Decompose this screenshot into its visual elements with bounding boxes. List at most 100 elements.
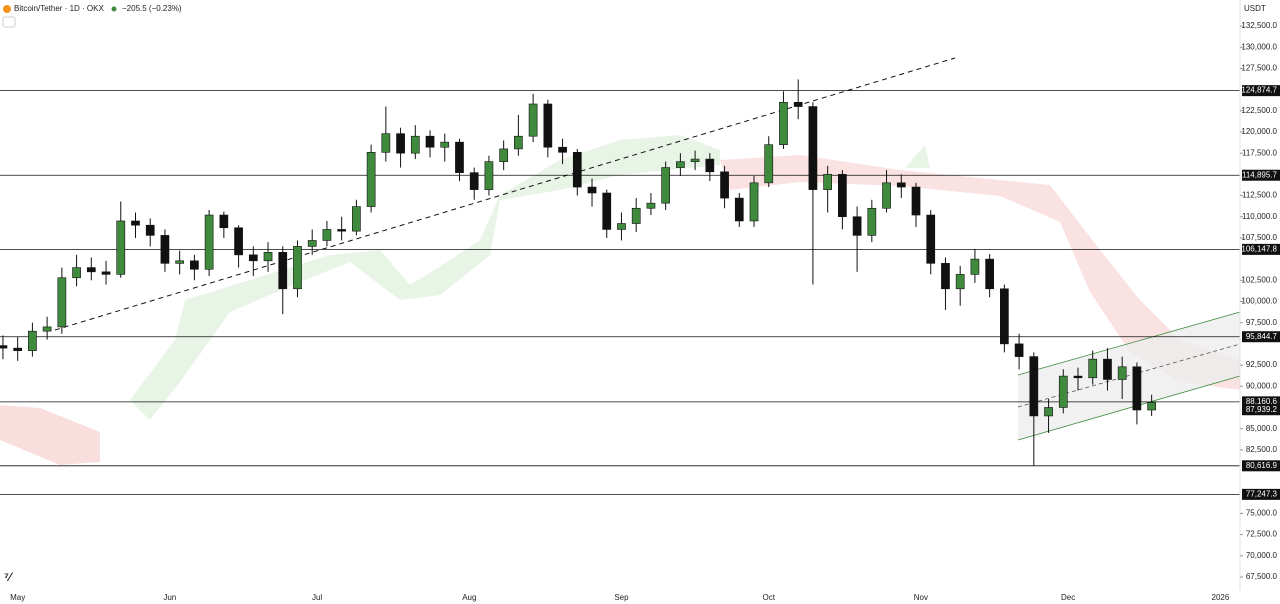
candle-body	[352, 206, 361, 232]
candle-body	[204, 214, 214, 270]
candle-body	[985, 258, 994, 290]
y-tick-label: 67,500.0	[1246, 572, 1278, 581]
candle-body	[808, 106, 818, 190]
candle-body	[720, 171, 729, 199]
candle-body	[1058, 375, 1068, 408]
candle-body	[1103, 358, 1112, 380]
candle-body	[234, 227, 243, 256]
level-label: 95,844.7	[1246, 332, 1278, 341]
candle-body	[57, 277, 67, 328]
candle-body	[131, 220, 140, 226]
candle-body	[1117, 366, 1127, 380]
candle-body	[425, 135, 435, 148]
y-tick-label: 130,000.0	[1241, 42, 1277, 51]
candle-body	[410, 135, 420, 154]
candle-body	[617, 223, 626, 230]
trend-line	[54, 57, 956, 331]
candle-body	[941, 263, 950, 290]
candle-body	[13, 347, 23, 351]
candle-body	[366, 152, 376, 207]
y-tick-label: 102,500.0	[1241, 275, 1277, 284]
candle-body	[558, 146, 567, 153]
candle-body	[734, 197, 744, 222]
y-tick-label: 112,500.0	[1242, 191, 1278, 200]
candle-body	[293, 246, 302, 290]
bid-ask-label: 87,939.2	[1246, 405, 1278, 414]
candle-body	[455, 141, 464, 173]
symbol-title: Bitcoin/Tether · 1D · OKX	[14, 4, 104, 13]
candle-body	[705, 158, 715, 173]
candle-body	[42, 326, 52, 332]
y-tick-label: 100,000.0	[1241, 297, 1277, 306]
candle-body	[219, 214, 229, 229]
x-tick-label: Jul	[312, 593, 322, 602]
candle-body	[322, 229, 332, 241]
collapse-button[interactable]	[2, 16, 16, 28]
candle-body	[145, 224, 155, 236]
level-label: 106,147.8	[1241, 244, 1277, 253]
candle-body	[1132, 366, 1142, 411]
candle-body	[911, 186, 921, 216]
level-label: 114,895.7	[1242, 170, 1278, 179]
y-tick-label: 97,500.0	[1246, 318, 1278, 327]
y-tick-label: 82,500.0	[1246, 445, 1278, 454]
symbol-icon	[3, 5, 11, 13]
candle-body	[101, 271, 111, 275]
level-label: 80,616.9	[1246, 461, 1278, 470]
level-label-box	[1242, 243, 1280, 255]
candle-body	[1088, 358, 1098, 379]
candle-body	[175, 260, 185, 264]
candle-body	[1147, 402, 1156, 411]
candles	[0, 79, 1156, 466]
logo: ⁷⁄	[4, 570, 14, 584]
candle-body	[1073, 375, 1083, 379]
y-tick-label: 117,500.0	[1242, 148, 1278, 157]
currency-label: USDT	[1244, 4, 1266, 13]
candle-body	[970, 258, 980, 275]
candle-body	[440, 141, 450, 148]
candle-body	[838, 174, 847, 218]
x-tick-label: Dec	[1061, 593, 1075, 602]
x-tick-label: Nov	[914, 593, 928, 602]
y-tick-label: 92,500.0	[1246, 360, 1278, 369]
candle-body	[1000, 288, 1009, 345]
price-axis: 132,500.0 130,000.0 127,500.0 122,500.0 120,…	[10, 21, 1280, 602]
candle-body	[1029, 356, 1039, 417]
channel	[1017, 311, 1241, 441]
candle-body	[469, 172, 479, 190]
candle-body	[514, 135, 523, 150]
candle-body	[278, 252, 288, 290]
candle-body	[779, 101, 788, 145]
change-label: −205.5 (−0.23%)	[122, 4, 182, 13]
y-tick-label: 132,500.0	[1241, 21, 1277, 30]
level-label: 88,160.6	[1246, 397, 1278, 406]
y-tick-label: 90,000.0	[1246, 381, 1278, 390]
bid-ask-box	[1242, 404, 1280, 416]
candle-body	[867, 207, 877, 236]
y-tick-label: 85,000.0	[1246, 424, 1278, 433]
candle-body	[587, 186, 597, 194]
level-label: 124,874.7	[1241, 86, 1277, 95]
y-tick-label: 107,500.0	[1241, 233, 1277, 242]
x-tick-label: Jun	[163, 593, 176, 602]
candle-body	[381, 133, 391, 153]
candle-body	[661, 167, 671, 204]
x-tick-label: Aug	[462, 593, 476, 602]
y-tick-label: 70,000.0	[1246, 551, 1278, 560]
x-tick-label: Oct	[763, 593, 776, 602]
candle-body	[1044, 407, 1053, 417]
candle-body	[823, 174, 832, 190]
y-tick-label: 110,000.0	[1242, 212, 1278, 221]
candle-body	[896, 182, 906, 188]
y-tick-label: 72,500.0	[1246, 530, 1278, 539]
candle-body	[337, 229, 347, 232]
candle-body	[646, 202, 656, 209]
candle-body	[602, 192, 612, 230]
candle-body	[543, 103, 553, 148]
candle-body	[396, 133, 405, 154]
level-label: 77,247.3	[1246, 489, 1278, 498]
candle-body	[852, 216, 862, 236]
candle-body	[749, 182, 759, 222]
y-tick-label: 75,000.0	[1246, 509, 1278, 518]
candle-body	[793, 101, 803, 107]
